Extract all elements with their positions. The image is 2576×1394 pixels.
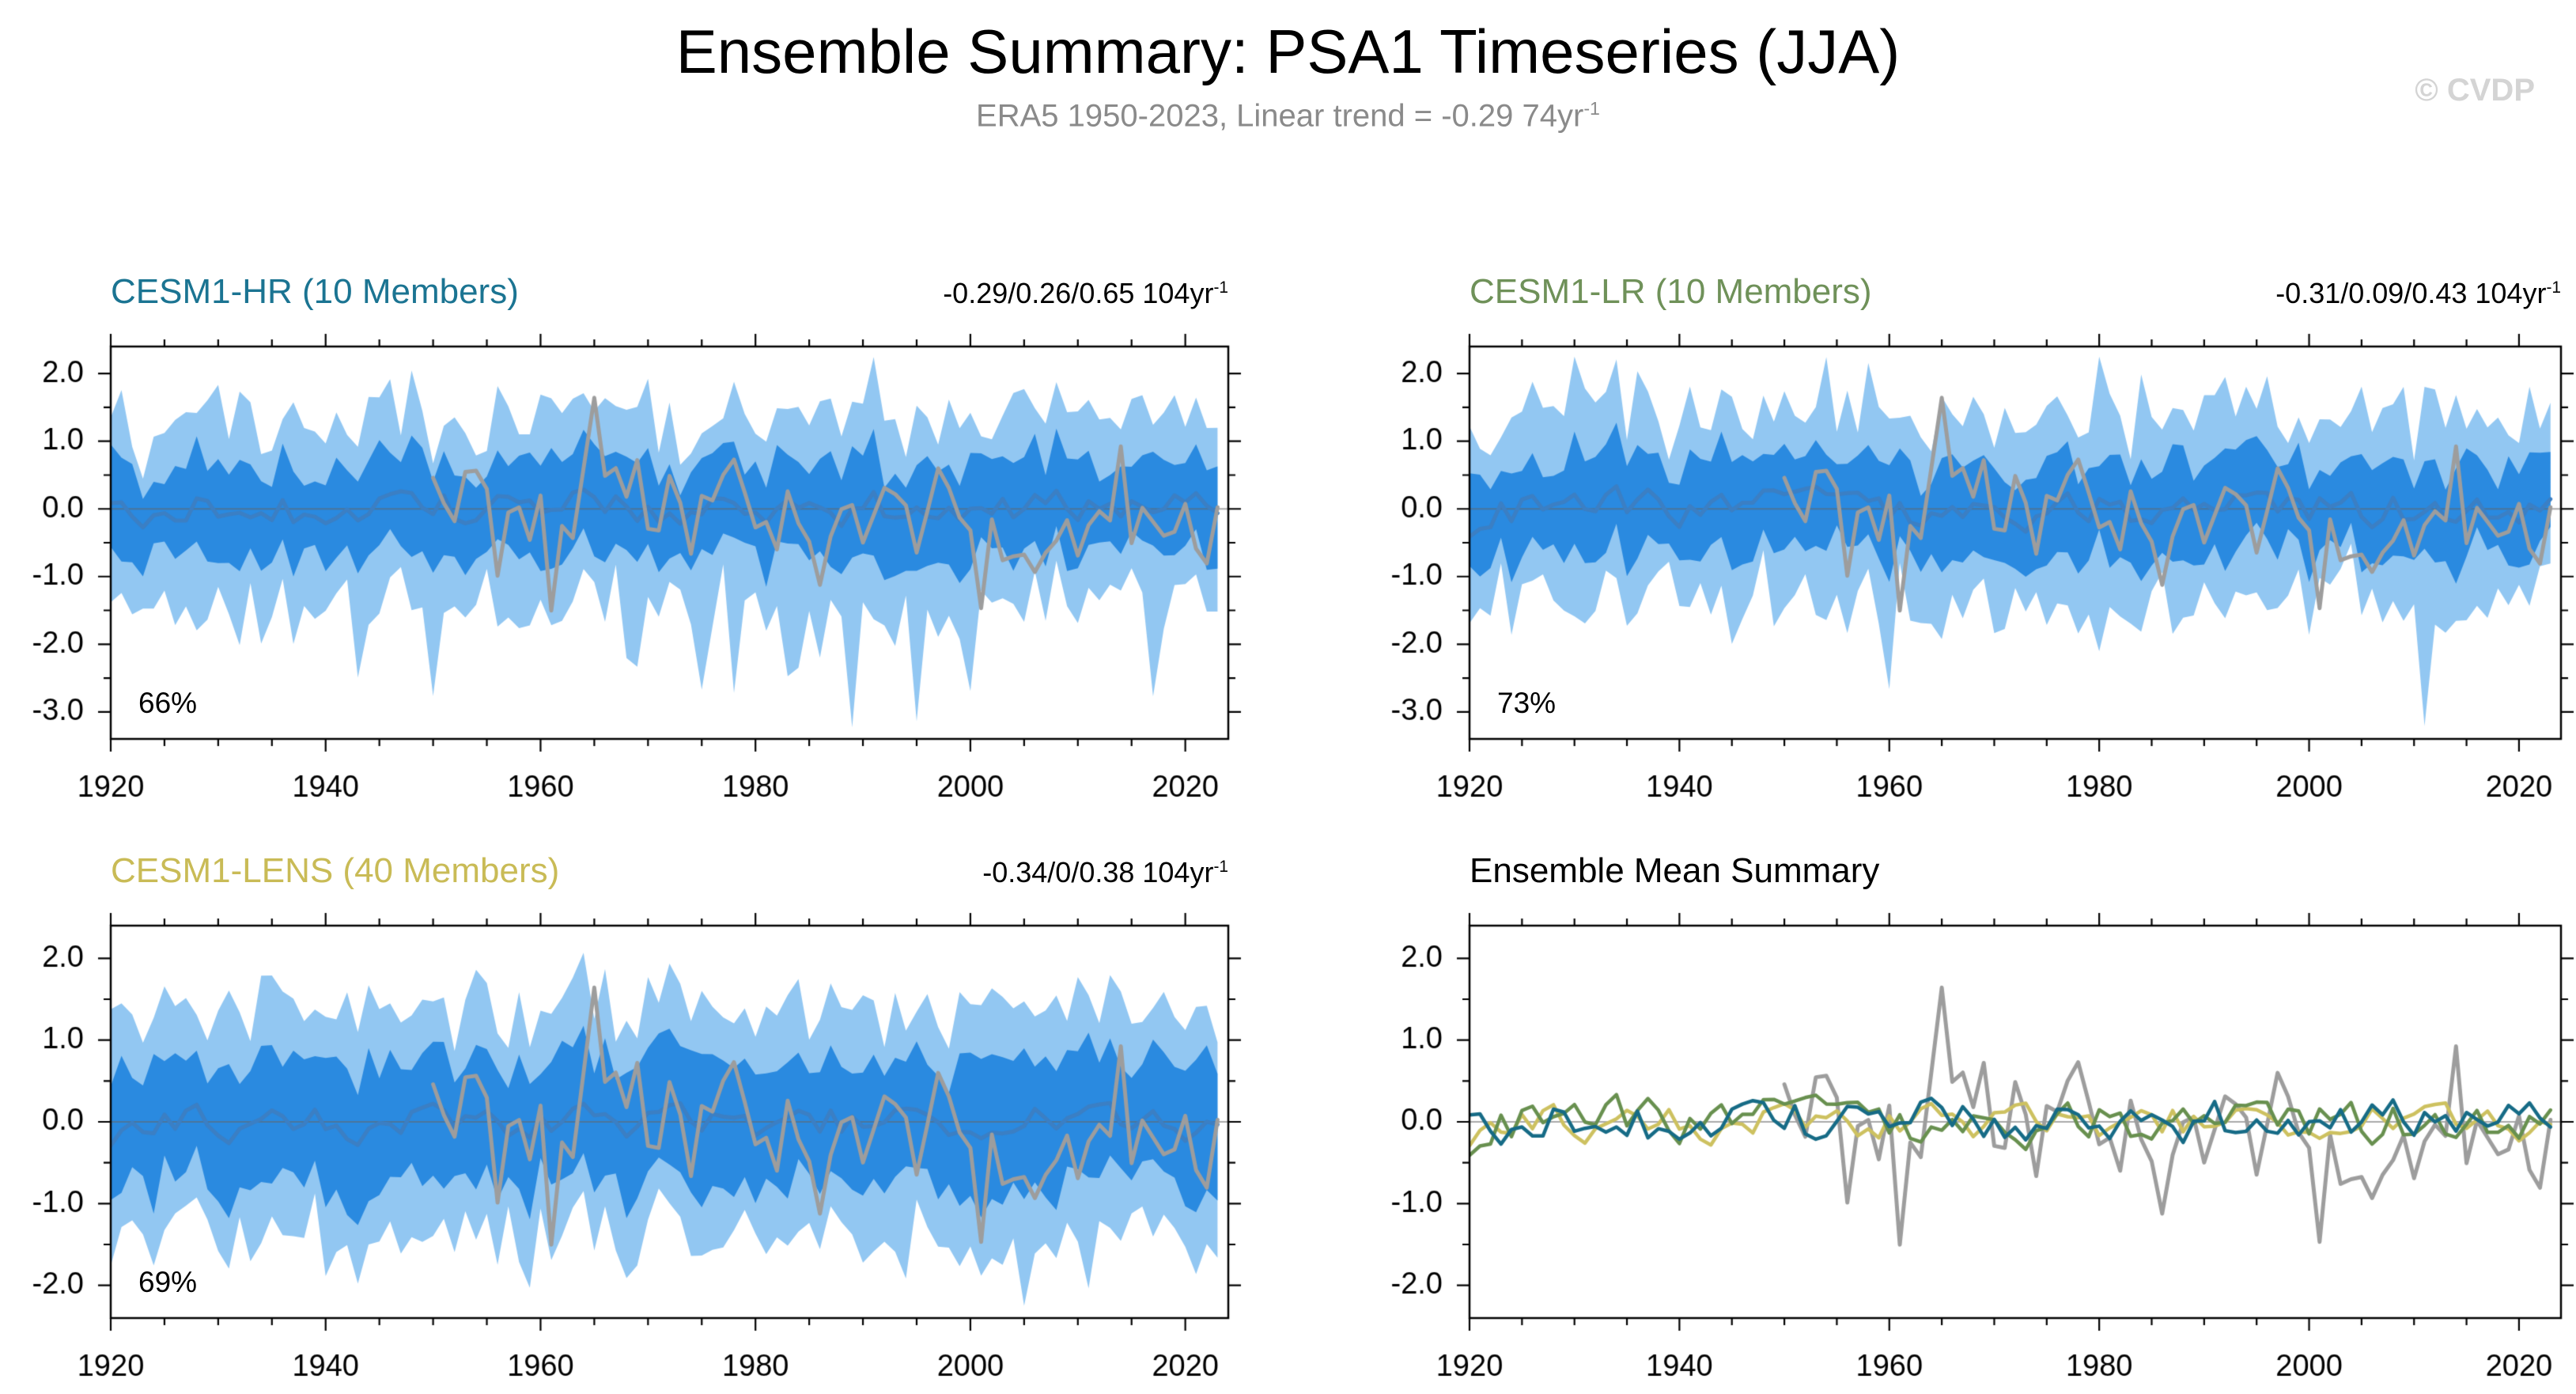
trend-annotation-cesm1-hr: -0.29/0.26/0.65 104yr-1 xyxy=(943,277,1228,310)
panel-title-cesm1-lr: CESM1-LR (10 Members) xyxy=(1470,272,1872,311)
trend-annotation-exponent: -1 xyxy=(1213,858,1228,876)
panel-header-cesm1-lens: CESM1-LENS (40 Members) -0.34/0/0.38 104… xyxy=(111,851,1228,891)
agreement-percentage-cesm1-hr: 66% xyxy=(138,687,198,719)
trend-annotation-text: -0.29/0.26/0.65 104yr xyxy=(943,277,1214,309)
agreement-percentage-cesm1-lens: 69% xyxy=(138,1266,198,1298)
trend-annotation-text: -0.31/0.09/0.43 104yr xyxy=(2275,277,2547,309)
panel-header-cesm1-lr: CESM1-LR (10 Members) -0.31/0.09/0.43 10… xyxy=(1470,272,2561,312)
agreement-percentage-cesm1-lr: 73% xyxy=(1497,687,1557,719)
panel-header-ensemble-mean-summary: Ensemble Mean Summary xyxy=(1470,851,2561,891)
trend-annotation-cesm1-lr: -0.31/0.09/0.43 104yr-1 xyxy=(2275,277,2561,310)
trend-annotation-cesm1-lens: -0.34/0/0.38 104yr-1 xyxy=(982,856,1228,889)
panel-header-cesm1-hr: CESM1-HR (10 Members) -0.29/0.26/0.65 10… xyxy=(111,272,1228,312)
panel-title-cesm1-hr: CESM1-HR (10 Members) xyxy=(111,272,519,311)
trend-annotation-text: -0.34/0/0.38 104yr xyxy=(982,856,1214,888)
panel-title-cesm1-lens: CESM1-LENS (40 Members) xyxy=(111,851,560,890)
trend-annotation-exponent: -1 xyxy=(1213,278,1228,297)
trend-annotation-exponent: -1 xyxy=(2546,278,2561,297)
panel-title-ensemble-mean-summary: Ensemble Mean Summary xyxy=(1470,851,1880,890)
